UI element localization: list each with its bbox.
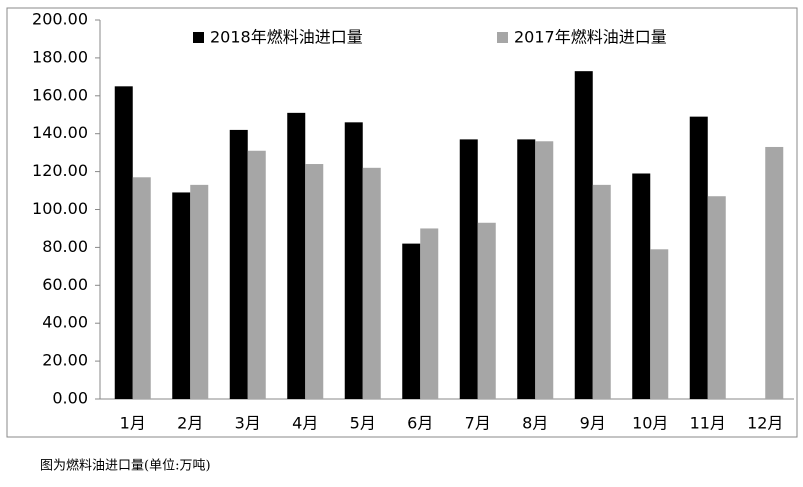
- bar: [114, 86, 133, 399]
- legend-swatch: [193, 32, 204, 43]
- x-tick-label: 3月: [235, 414, 261, 433]
- bar: [477, 222, 496, 399]
- legend-label: 2018年燃料油进口量: [210, 28, 363, 47]
- x-tick-label: 12月: [747, 414, 783, 433]
- bar: [190, 184, 209, 399]
- bar: [362, 167, 381, 399]
- y-tick-label: 120.00: [32, 161, 88, 180]
- x-tick-label: 2月: [177, 414, 203, 433]
- x-tick-label: 8月: [522, 414, 548, 433]
- bar: [247, 150, 266, 399]
- y-tick-label: 160.00: [32, 85, 88, 104]
- bar: [632, 173, 651, 399]
- bar: [592, 184, 611, 399]
- bar: [535, 141, 554, 399]
- bar: [689, 116, 708, 400]
- bar: [707, 196, 726, 399]
- bar: [229, 129, 248, 399]
- y-tick-label: 80.00: [42, 237, 88, 256]
- legend-label: 2017年燃料油进口量: [514, 28, 667, 47]
- x-tick-label: 1月: [120, 414, 146, 433]
- x-tick-label: 11月: [690, 414, 726, 433]
- legend-swatch: [497, 32, 508, 43]
- bar: [172, 192, 191, 399]
- x-tick-label: 5月: [350, 414, 376, 433]
- caption: 图为燃料油进口量(单位:万吨): [40, 458, 211, 474]
- bar: [287, 112, 306, 399]
- x-tick-label: 9月: [580, 414, 606, 433]
- bar: [517, 139, 536, 399]
- y-tick-label: 140.00: [32, 123, 88, 142]
- y-tick-label: 0.00: [52, 389, 88, 408]
- y-tick-label: 20.00: [42, 351, 88, 370]
- chart-border: [6, 7, 798, 438]
- bar: [765, 146, 784, 399]
- bar: [132, 177, 151, 399]
- bar: [402, 243, 421, 399]
- x-tick-label: 4月: [292, 414, 318, 433]
- y-tick-label: 40.00: [42, 313, 88, 332]
- x-tick-label: 10月: [632, 414, 668, 433]
- x-tick-label: 7月: [465, 414, 491, 433]
- bar: [459, 139, 478, 399]
- y-tick-label: 100.00: [32, 199, 88, 218]
- bar: [650, 249, 669, 399]
- bar: [344, 122, 363, 399]
- bar: [574, 71, 593, 399]
- bar: [305, 164, 324, 399]
- y-tick-label: 60.00: [42, 275, 88, 294]
- y-tick-label: 180.00: [32, 47, 88, 66]
- y-tick-label: 200.00: [32, 10, 88, 29]
- bar: [420, 228, 439, 399]
- x-tick-label: 6月: [407, 414, 433, 433]
